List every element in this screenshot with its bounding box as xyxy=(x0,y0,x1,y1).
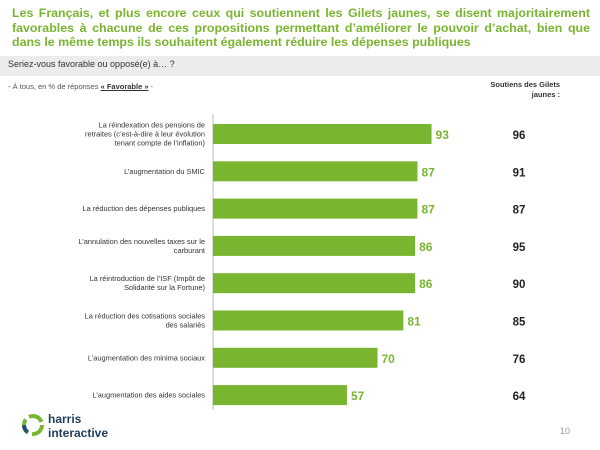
bar xyxy=(213,161,418,182)
category-label: L’annulation des nouvelles taxes sur le c… xyxy=(78,237,205,255)
logo-line1: harris xyxy=(48,412,82,426)
category-label: L’augmentation du SMIC xyxy=(124,167,206,176)
gilets-jaunes-value: 91 xyxy=(513,167,526,179)
bar-value-label: 70 xyxy=(382,352,396,366)
gilets-jaunes-value: 85 xyxy=(513,317,526,329)
bar xyxy=(213,385,347,406)
gilets-jaunes-value: 96 xyxy=(513,130,526,142)
gilets-jaunes-column-header: Soutiens des Gilets jaunes : xyxy=(490,80,560,99)
gilets-jaunes-value: 64 xyxy=(513,391,526,403)
gilets-jaunes-value: 95 xyxy=(513,242,526,254)
bar-value-label: 87 xyxy=(421,165,435,179)
question-band: Seriez-vous favorable ou opposé(e) à… ? xyxy=(0,56,600,76)
bar-value-label: 81 xyxy=(407,315,421,329)
bar xyxy=(213,347,378,368)
headline: Les Français, et plus encore ceux qui so… xyxy=(12,6,590,49)
bar-chart: La réindexation des pensions de retraites… xyxy=(78,114,526,410)
bar-value-label: 57 xyxy=(351,389,365,403)
category-label: L’augmentation des aides sociales xyxy=(92,391,205,400)
bar xyxy=(213,235,416,256)
question-text: Seriez-vous favorable ou opposé(e) à… ? xyxy=(8,59,175,69)
logo-mark: harris interactive xyxy=(22,412,108,440)
base-note: - À tous, en % de réponses « Favorable »… xyxy=(8,82,153,91)
logo-ring-icon xyxy=(22,414,44,436)
base-note-highlight: « Favorable » xyxy=(100,82,149,91)
gilets-jaunes-value: 87 xyxy=(513,205,526,217)
bar xyxy=(213,198,418,219)
base-note-prefix: - À tous, en % de réponses xyxy=(8,82,101,91)
bar-value-label: 86 xyxy=(419,277,433,291)
gilets-jaunes-value: 76 xyxy=(513,354,526,366)
bar xyxy=(213,124,432,144)
bar-value-label: 93 xyxy=(436,128,450,142)
category-label: La réduction des cotisations sociales des… xyxy=(85,312,206,330)
bar-value-label: 86 xyxy=(419,240,433,254)
category-label: La réindexation des pensions de retraites… xyxy=(85,121,205,148)
bar xyxy=(213,310,404,331)
harris-interactive-logo: harris interactive xyxy=(22,408,132,447)
bar xyxy=(213,273,416,294)
logo-line2: interactive xyxy=(48,426,108,440)
base-note-suffix: - xyxy=(148,82,154,91)
page-number: 10 xyxy=(560,426,571,436)
bar-value-label: 87 xyxy=(421,203,435,217)
gilets-jaunes-value: 90 xyxy=(513,279,526,291)
category-label: La réintroduction de l’ISF (Impôt de Soli… xyxy=(90,274,205,292)
category-label: La réduction des dépenses publiques xyxy=(83,204,206,213)
category-label: L’augmentation des minima sociaux xyxy=(88,353,205,362)
